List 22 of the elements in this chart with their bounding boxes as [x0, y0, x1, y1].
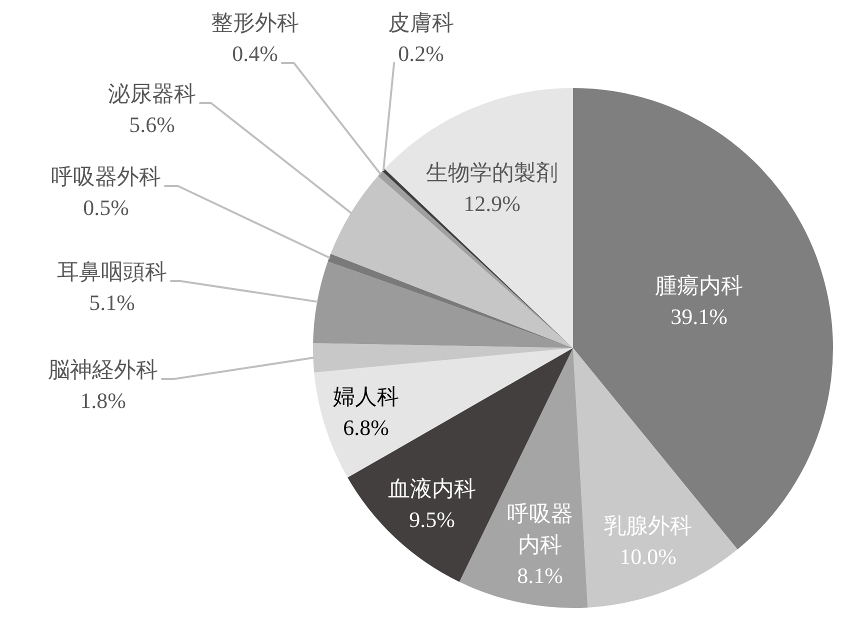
data-label: 0.4% [232, 40, 278, 66]
data-label: 0.5% [83, 194, 129, 220]
data-label: 8.1% [517, 562, 563, 588]
slice-label: 皮膚科 [388, 10, 454, 35]
slice-label: 脳神経外科 [48, 356, 158, 382]
data-label: 12.9% [464, 190, 520, 216]
slice-label: 耳鼻咽頭科 [57, 258, 167, 284]
data-label: 6.8% [343, 414, 389, 440]
data-label: 0.2% [398, 40, 444, 66]
data-label: 1.8% [80, 388, 126, 413]
slice-label: 血液内科 [388, 476, 476, 501]
data-label: 5.6% [129, 112, 175, 137]
data-label: 5.1% [89, 290, 135, 315]
slice-label: 生物学的製剤 [426, 160, 558, 185]
slice-label: 泌尿器科 [108, 80, 196, 106]
slice-label: 整形外科 [211, 10, 299, 35]
slice-label: 呼吸器内科 [507, 500, 573, 557]
data-label: 39.1% [670, 304, 728, 329]
slice-label: 腫瘍内科 [655, 272, 743, 298]
slice-label: 呼吸器外科 [51, 164, 161, 189]
data-label: 9.5% [409, 506, 455, 532]
slice-label: 婦人科 [333, 384, 399, 409]
